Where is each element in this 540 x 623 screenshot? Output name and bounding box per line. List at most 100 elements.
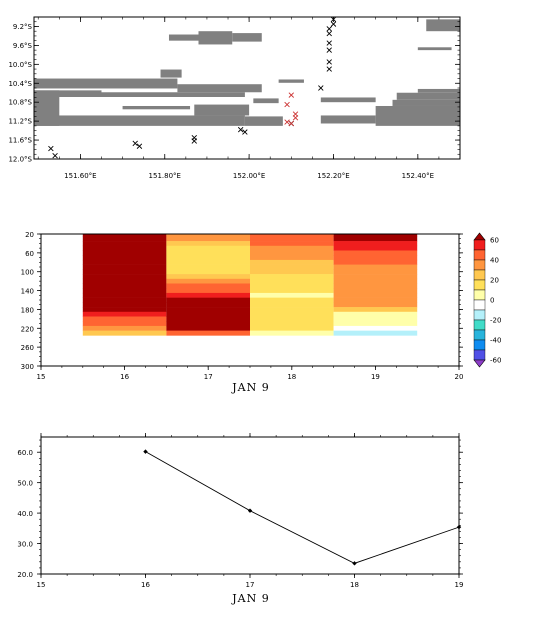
heatmap-cell xyxy=(166,316,250,322)
colorbar-tick-label: 60 xyxy=(490,237,499,245)
heatmap-cell xyxy=(82,278,167,284)
heatmap-cell xyxy=(166,241,250,247)
line-x-tick-label: 15 xyxy=(37,581,46,589)
heatmap-cell xyxy=(166,278,250,284)
heatmap-cell xyxy=(250,255,334,261)
colorbar-swatch xyxy=(473,339,486,351)
heatmap-cell xyxy=(166,302,250,308)
heatmap-x-tick-label: 16 xyxy=(120,373,129,381)
colorbar-swatch xyxy=(473,329,486,341)
heatmap-cell xyxy=(250,288,334,294)
heatmap-cell xyxy=(82,250,167,256)
colorbar-swatch xyxy=(473,269,486,281)
heatmap-cell xyxy=(333,302,418,308)
land-band xyxy=(244,116,283,126)
heatmap-cell xyxy=(333,321,418,327)
heatmap-cell xyxy=(333,245,418,251)
map-point-marker xyxy=(326,40,332,46)
heatmap-y-tick-label: 140 xyxy=(21,288,34,296)
colorbar-tick-label: 20 xyxy=(490,277,499,285)
map-point-marker xyxy=(292,115,299,121)
heatmap-cell xyxy=(166,245,250,251)
heatmap-x-axis-label: JAN 9 xyxy=(231,381,269,394)
line-y-tick-label: 30.0 xyxy=(17,541,33,549)
heatmap-cell xyxy=(82,302,167,308)
heatmap-cell xyxy=(250,236,334,242)
heatmap-cell xyxy=(333,269,418,275)
heatmap-cell xyxy=(333,325,418,331)
heatmap-cell xyxy=(166,292,250,298)
map-point-marker xyxy=(284,119,290,125)
heatmap-cell xyxy=(250,330,334,336)
colorbar-tick-label: 40 xyxy=(490,257,499,265)
land-band xyxy=(168,34,199,41)
heatmap-cell xyxy=(333,250,418,256)
heatmap-cell xyxy=(250,292,334,298)
heatmap-cell xyxy=(82,241,167,247)
map-point-marker xyxy=(136,143,143,149)
heatmap-cell xyxy=(250,311,334,317)
map-y-tick-label: 11.2°S xyxy=(8,118,32,126)
heatmap-cell xyxy=(166,250,250,256)
heatmap-y-tick-label: 220 xyxy=(21,325,34,333)
heatmap-cell xyxy=(333,264,418,270)
heatmap-cell xyxy=(166,269,250,275)
heatmap-y-tick-label: 20 xyxy=(25,231,34,239)
map-point-marker xyxy=(52,152,58,159)
colorbar-tick-label: -20 xyxy=(490,317,501,325)
heatmap-cell xyxy=(333,311,418,317)
heatmap-cell xyxy=(250,241,334,247)
map-point-marker xyxy=(318,85,324,91)
heatmap-cell xyxy=(333,278,418,284)
land-band xyxy=(320,97,376,103)
map-y-tick-label: 12.0°S xyxy=(8,156,32,164)
map-point-marker xyxy=(330,21,337,27)
map-y-tick-label: 10.0°S xyxy=(8,61,32,69)
heatmap-cell xyxy=(82,264,167,270)
map-point-marker xyxy=(237,126,244,133)
line-axes: 15 16 17 18 19 20.0 30.0 40.0 50.0 60.0 xyxy=(17,433,463,589)
map-x-tick-label: 152.40°E xyxy=(402,172,434,180)
heatmap-cell xyxy=(250,269,334,275)
map-axes: 151.60°E 151.80°E 152.00°E 152.20°E 152.40°E… xyxy=(8,16,460,180)
heatmap-cell xyxy=(250,234,334,237)
heatmap-y-tick-label: 60 xyxy=(25,250,34,258)
data-point xyxy=(143,449,148,454)
colorbar-swatch xyxy=(473,279,486,291)
line-y-tick-label: 40.0 xyxy=(17,510,33,518)
land-band xyxy=(34,115,245,126)
heatmap-cell xyxy=(250,264,334,270)
data-point xyxy=(456,524,462,530)
heatmap-cell xyxy=(166,330,250,336)
map-y-tick-label: 10.4°S xyxy=(8,80,32,88)
land-band xyxy=(160,69,182,78)
heatmap-cell xyxy=(82,330,167,336)
heatmap-x-tick-label: 15 xyxy=(37,373,46,381)
heatmap-cell xyxy=(333,330,418,336)
heatmap-cell xyxy=(333,307,418,313)
line-x-tick-label: 18 xyxy=(350,581,359,589)
map-point-marker xyxy=(326,26,332,32)
land-band xyxy=(396,92,460,100)
heatmap-cell xyxy=(333,297,418,303)
heatmap-cell xyxy=(250,250,334,256)
heatmap-cell xyxy=(82,274,167,280)
heatmap-cell xyxy=(82,325,167,331)
colorbar-swatch xyxy=(473,319,486,331)
map-x-tick-label: 152.20°E xyxy=(317,172,349,180)
land-band xyxy=(198,31,233,45)
line-panel: 15 16 17 18 19 20.0 30.0 40.0 50.0 60.0 JAN 9 xyxy=(17,433,463,605)
line-frame xyxy=(40,436,460,575)
heatmap-cell xyxy=(333,234,418,237)
data-point xyxy=(247,508,253,513)
land-band xyxy=(278,79,304,83)
colorbar-bottom-arrow xyxy=(473,359,486,368)
heatmap-cell xyxy=(166,236,250,242)
heatmap-cell xyxy=(82,283,167,289)
colorbar-top-arrow xyxy=(473,232,486,241)
line-series xyxy=(143,449,462,566)
heatmap-cell xyxy=(250,325,334,331)
map-point-marker xyxy=(326,47,332,53)
heatmap-y-tick-label: 180 xyxy=(21,306,34,314)
